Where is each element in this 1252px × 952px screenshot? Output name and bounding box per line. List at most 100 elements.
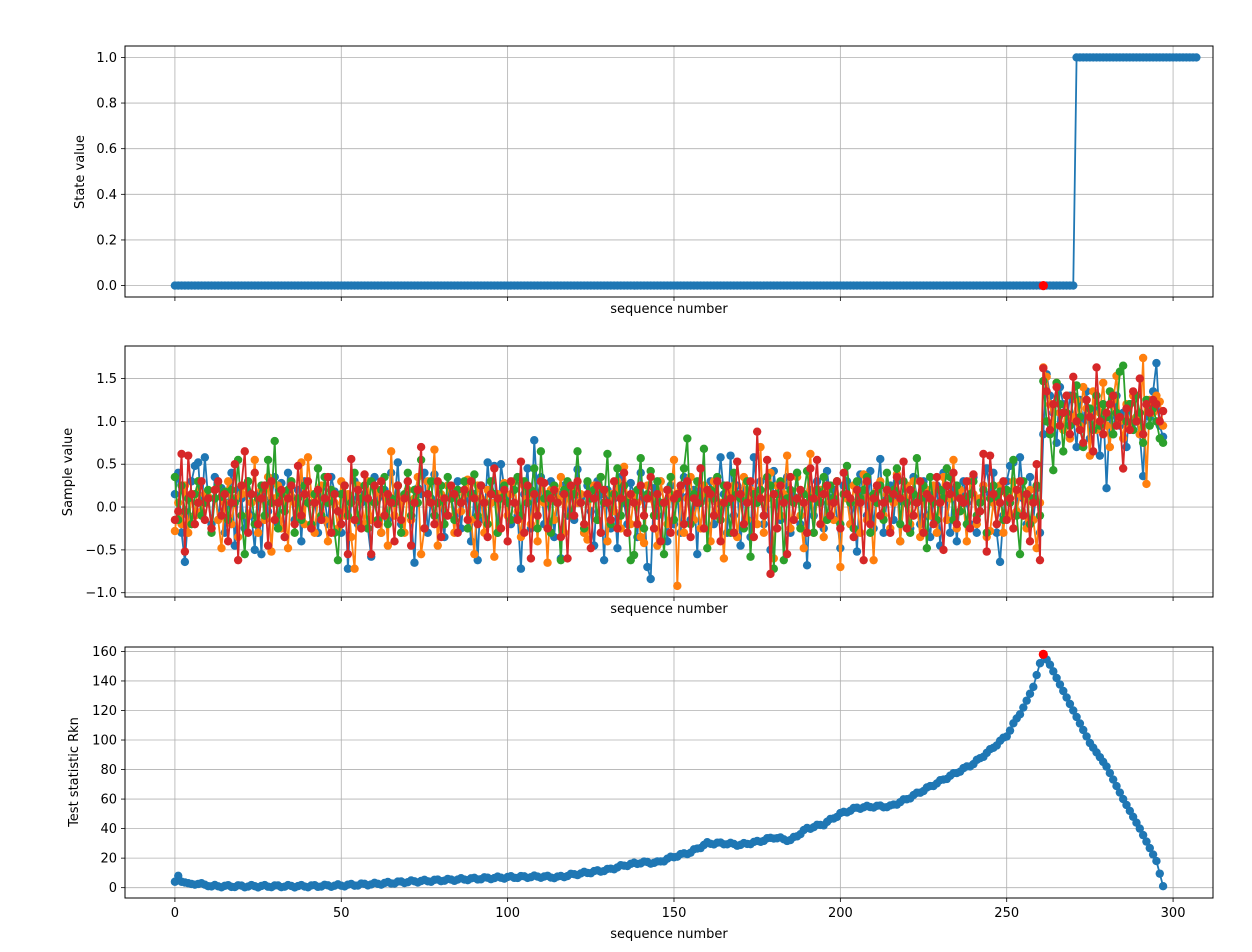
data-point <box>999 477 1008 486</box>
data-point <box>333 507 343 516</box>
data-point <box>257 494 266 503</box>
data-point <box>317 515 326 525</box>
data-point <box>267 477 276 486</box>
data-point <box>1105 400 1115 409</box>
data-point <box>313 485 323 495</box>
data-point <box>985 451 995 460</box>
data-point <box>633 519 642 529</box>
data-point <box>1138 430 1148 439</box>
data-point <box>892 464 902 473</box>
data-point <box>190 519 200 529</box>
x-tick-label: 100 <box>495 906 520 921</box>
data-point <box>1002 515 1011 525</box>
data-point <box>569 511 579 520</box>
data-point <box>982 547 991 556</box>
data-point <box>293 461 303 471</box>
data-point <box>303 477 313 486</box>
data-point <box>410 558 419 567</box>
data-point <box>906 485 915 495</box>
data-point <box>307 524 316 533</box>
data-point <box>706 490 715 499</box>
data-point <box>626 490 635 499</box>
data-point <box>1105 442 1115 452</box>
y-tick-label: 0.0 <box>96 501 117 516</box>
data-point <box>742 498 752 507</box>
data-point <box>1152 856 1161 866</box>
data-point <box>709 511 719 520</box>
data-point <box>1099 430 1108 439</box>
data-point <box>726 451 735 460</box>
data-point <box>1005 726 1015 735</box>
data-point <box>589 494 599 503</box>
data-point <box>453 528 462 537</box>
data-point <box>386 447 396 456</box>
data-point <box>995 498 1005 507</box>
data-point <box>1009 524 1018 533</box>
data-point <box>393 458 403 467</box>
data-point <box>959 498 968 507</box>
data-point <box>599 485 609 495</box>
data-point <box>473 519 482 529</box>
data-point <box>759 528 769 537</box>
data-point <box>1142 400 1151 409</box>
data-point <box>383 519 393 529</box>
data-point <box>270 436 279 446</box>
data-point <box>583 490 592 499</box>
data-point <box>323 537 333 546</box>
data-point <box>962 477 971 486</box>
data-point <box>436 532 446 542</box>
data-point <box>297 511 306 520</box>
data-point <box>553 498 562 507</box>
change-point-marker <box>1038 280 1048 291</box>
data-point <box>639 524 649 533</box>
data-point <box>1072 442 1081 452</box>
data-point <box>490 464 499 473</box>
data-point <box>300 490 309 499</box>
data-point <box>1025 472 1035 482</box>
data-point <box>496 460 506 469</box>
data-point <box>909 511 918 520</box>
data-point <box>486 490 496 499</box>
data-point <box>919 528 928 537</box>
data-point <box>343 564 353 573</box>
data-point <box>516 564 526 573</box>
data-point <box>323 472 333 482</box>
y-tick-label: 0.8 <box>96 97 117 112</box>
data-point <box>626 478 635 488</box>
y-tick-label: 0.5 <box>96 458 117 473</box>
data-point <box>1135 824 1145 833</box>
data-point <box>283 543 293 553</box>
data-point <box>629 550 639 560</box>
data-point <box>1108 430 1118 439</box>
data-point <box>992 528 1001 537</box>
data-point <box>180 557 190 567</box>
y-tick-label: 40 <box>100 822 117 837</box>
data-point <box>1035 555 1045 565</box>
data-point <box>1092 363 1101 372</box>
axes-frame <box>124 345 1214 598</box>
data-point <box>1155 417 1164 426</box>
data-point <box>643 494 652 503</box>
data-point <box>789 515 798 525</box>
data-point <box>673 490 682 499</box>
data-point <box>852 485 862 495</box>
data-point <box>303 453 313 462</box>
data-point <box>360 470 369 479</box>
y-tick-label: 0 <box>109 881 117 896</box>
data-point <box>347 454 356 464</box>
data-point <box>1019 511 1028 520</box>
data-point <box>247 490 256 499</box>
data-point <box>716 453 725 462</box>
data-point <box>396 515 406 525</box>
data-point <box>1069 372 1078 382</box>
data-point <box>1138 438 1148 448</box>
data-point <box>1102 762 1111 771</box>
data-point <box>653 490 662 499</box>
data-point <box>945 528 955 537</box>
data-point <box>1062 693 1071 702</box>
data-point <box>350 515 359 525</box>
data-point <box>866 528 875 537</box>
data-point <box>683 477 692 486</box>
data-point <box>510 498 519 507</box>
x-tick-label: 300 <box>1161 906 1186 921</box>
